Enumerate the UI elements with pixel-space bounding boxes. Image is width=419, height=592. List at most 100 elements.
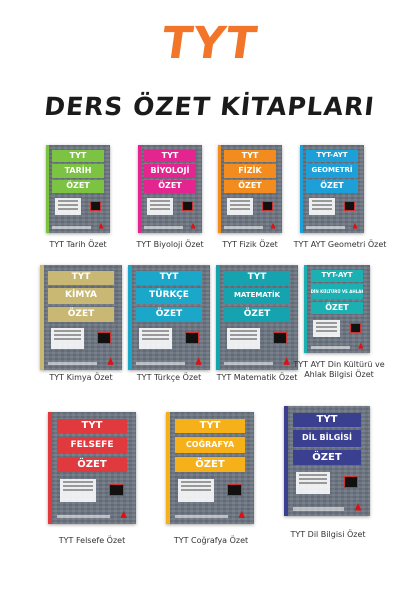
- book-subject-label: MATEMATİK: [233, 291, 281, 300]
- book-spine: [48, 412, 53, 524]
- book-ozet-band: ÖZET: [52, 180, 104, 193]
- book-spine: [128, 265, 133, 370]
- book-tyt-band: TYT-AYT: [310, 270, 364, 282]
- book-tyt-band: TYT: [136, 271, 202, 285]
- book-contents-list: [54, 197, 81, 216]
- book-qr-badge: [227, 483, 242, 496]
- book-tyt-label: TYT: [161, 151, 179, 161]
- book-tyt-band: TYT: [224, 150, 276, 162]
- book-subject-band: BİYOLOJİ: [144, 164, 196, 178]
- book-cover-cografya[interactable]: TYT COĞRAFYA ÖZET: [166, 412, 254, 524]
- book-subject-band: MATEMATİK: [224, 288, 290, 304]
- book-ozet-label: ÖZET: [238, 181, 262, 191]
- book-qr-badge: [262, 201, 274, 212]
- book-subject-label: DİN KÜLTÜRÜ VE AHLAK BİLGİSİ: [310, 289, 364, 295]
- book-tyt-label: TYT: [159, 272, 179, 283]
- book-footer: [136, 361, 186, 365]
- book-ozet-label: ÖZET: [195, 458, 225, 470]
- book-ozet-band: ÖZET: [144, 180, 196, 193]
- book-tyt-band: TYT-AYT: [306, 150, 358, 162]
- book-caption-cografya: TYT Coğrafya Özet: [173, 536, 249, 545]
- book-tyt-band: TYT: [224, 271, 290, 285]
- book-tyt-label: TYT: [81, 419, 103, 431]
- book-cover-turkce[interactable]: TYT TÜRKÇE ÖZET: [128, 265, 210, 370]
- publisher-logo-icon: [354, 502, 362, 511]
- publisher-logo-icon: [107, 357, 114, 365]
- publisher-logo-icon: [238, 510, 246, 519]
- book-ozet-band: ÖZET: [48, 307, 114, 322]
- book-ozet-label: ÖZET: [312, 452, 342, 463]
- book-subject-band: DİL BİLGİSİ: [292, 430, 362, 447]
- book-footer: [52, 225, 91, 229]
- book-contents-list: [146, 197, 173, 216]
- brand-title: TYT: [158, 18, 261, 69]
- page-title: DERS ÖZET KİTAPLARI: [42, 92, 377, 121]
- book-cover-tarih[interactable]: TYT TARİH ÖZET: [46, 145, 110, 233]
- book-ozet-band: ÖZET: [310, 301, 364, 315]
- book-cover-kimya[interactable]: TYT KİMYA ÖZET: [40, 265, 122, 370]
- book-qr-badge: [343, 476, 358, 489]
- book-subject-band: FİZİK: [224, 164, 276, 178]
- book-caption-biyoloji: TYT Biyoloji Özet: [136, 240, 204, 249]
- book-contents-list: [308, 197, 335, 216]
- book-ozet-label: ÖZET: [66, 181, 90, 191]
- book-contents-list: [296, 472, 331, 494]
- publisher-logo-icon: [98, 222, 104, 229]
- book-subject-label: KİMYA: [65, 290, 97, 301]
- book-tyt-label: TYT: [199, 419, 221, 431]
- book-spine: [218, 145, 222, 233]
- book-ozet-band: ÖZET: [56, 456, 128, 473]
- book-caption-fizik: TYT Fizik Özet: [222, 240, 278, 249]
- book-caption-felsefe: TYT Felsefe Özet: [58, 536, 126, 545]
- book-qr-badge: [349, 323, 361, 333]
- book-spine: [284, 406, 289, 516]
- book-tyt-label: TYT: [247, 272, 267, 283]
- book-ozet-label: ÖZET: [158, 181, 182, 191]
- book-tyt-band: TYT: [174, 418, 246, 434]
- book-footer: [224, 225, 263, 229]
- book-ozet-label: ÖZET: [320, 181, 344, 191]
- book-qr-badge: [273, 332, 287, 344]
- book-contents-list: [139, 328, 173, 349]
- book-spine: [300, 145, 304, 233]
- book-spine: [46, 145, 50, 233]
- publisher-logo-icon: [352, 222, 358, 229]
- book-contents-list: [60, 479, 96, 502]
- book-subject-band: DİN KÜLTÜRÜ VE AHLAK BİLGİSİ: [310, 284, 364, 300]
- book-tyt-band: TYT: [292, 412, 362, 427]
- book-footer: [310, 345, 351, 349]
- book-footer: [144, 225, 183, 229]
- publisher-logo-icon: [270, 222, 276, 229]
- book-tyt-band: TYT: [48, 271, 114, 285]
- book-cover-dil-bilgisi[interactable]: TYT DİL BİLGİSİ ÖZET: [284, 406, 370, 516]
- book-ozet-label: ÖZET: [77, 458, 107, 470]
- book-caption-tarih: TYT Tarih Özet: [49, 240, 107, 249]
- book-cover-matematik[interactable]: TYT MATEMATİK ÖZET: [216, 265, 298, 370]
- book-tyt-band: TYT: [56, 418, 128, 434]
- book-cover-biyoloji[interactable]: TYT BİYOLOJİ ÖZET: [138, 145, 202, 233]
- book-contents-list: [178, 479, 214, 502]
- book-footer: [174, 515, 228, 519]
- book-ozet-label: ÖZET: [67, 309, 95, 319]
- book-ozet-band: ÖZET: [306, 180, 358, 193]
- book-caption-kimya: TYT Kimya Özet: [49, 373, 113, 382]
- publisher-logo-icon: [120, 510, 128, 519]
- book-qr-badge: [182, 201, 194, 212]
- book-footer: [292, 507, 345, 511]
- book-subject-label: FELSEFE: [70, 439, 114, 450]
- book-footer: [224, 361, 274, 365]
- publisher-logo-icon: [358, 342, 364, 349]
- book-cover-geometri[interactable]: TYT-AYT GEOMETRİ ÖZET: [300, 145, 364, 233]
- publisher-logo-icon: [283, 357, 290, 365]
- book-ozet-label: ÖZET: [155, 309, 183, 319]
- book-qr-badge: [185, 332, 199, 344]
- publisher-logo-icon: [195, 357, 202, 365]
- book-cover-fizik[interactable]: TYT FİZİK ÖZET: [218, 145, 282, 233]
- book-ozet-label: ÖZET: [325, 302, 349, 312]
- book-subject-band: KİMYA: [48, 288, 114, 304]
- book-qr-badge: [90, 201, 102, 212]
- book-cover-felsefe[interactable]: TYT FELSEFE ÖZET: [48, 412, 136, 524]
- book-cover-din-kulturu[interactable]: TYT-AYT DİN KÜLTÜRÜ VE AHLAK BİLGİSİ ÖZE…: [304, 265, 370, 353]
- book-subject-band: COĞRAFYA: [174, 436, 246, 454]
- book-tyt-band: TYT: [52, 150, 104, 162]
